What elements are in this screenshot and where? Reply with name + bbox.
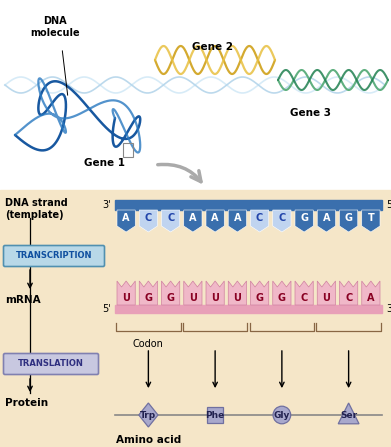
- Text: A: A: [212, 213, 219, 223]
- Text: U: U: [323, 293, 330, 303]
- Text: Gene 1: Gene 1: [84, 158, 126, 168]
- Text: C: C: [145, 213, 152, 223]
- Text: TRANSLATION: TRANSLATION: [18, 359, 84, 368]
- Text: G: G: [256, 293, 264, 303]
- Text: TRANSCRIPTION: TRANSCRIPTION: [16, 252, 92, 261]
- Polygon shape: [317, 281, 335, 305]
- Text: C: C: [278, 213, 285, 223]
- Polygon shape: [228, 281, 246, 305]
- Polygon shape: [184, 210, 202, 232]
- Polygon shape: [339, 210, 358, 232]
- Text: Gene 2: Gene 2: [192, 42, 233, 52]
- Text: Gene 3: Gene 3: [289, 108, 330, 118]
- Text: Ser: Ser: [340, 410, 357, 419]
- Text: Gly: Gly: [274, 410, 290, 419]
- Text: C: C: [301, 293, 308, 303]
- Polygon shape: [273, 210, 291, 232]
- Text: C: C: [345, 293, 352, 303]
- Polygon shape: [161, 281, 180, 305]
- Polygon shape: [139, 281, 158, 305]
- Polygon shape: [251, 210, 269, 232]
- Text: DNA
molecule: DNA molecule: [30, 17, 80, 38]
- Polygon shape: [161, 210, 180, 232]
- Text: 5': 5': [386, 200, 391, 210]
- Text: 5': 5': [102, 304, 111, 314]
- Polygon shape: [317, 210, 335, 232]
- Text: U: U: [211, 293, 219, 303]
- Text: DNA strand
(template): DNA strand (template): [5, 198, 68, 220]
- Bar: [0, 0, 391, 190]
- Polygon shape: [117, 281, 135, 305]
- Polygon shape: [228, 210, 246, 232]
- Text: Trp: Trp: [140, 410, 156, 419]
- Polygon shape: [338, 403, 359, 424]
- Text: U: U: [233, 293, 241, 303]
- Text: G: G: [278, 293, 286, 303]
- Polygon shape: [139, 403, 158, 427]
- Bar: [123, 143, 133, 157]
- Text: G: G: [144, 293, 152, 303]
- Text: A: A: [189, 213, 197, 223]
- Text: 3': 3': [102, 200, 111, 210]
- Polygon shape: [139, 210, 158, 232]
- Bar: [115, 200, 382, 210]
- Polygon shape: [362, 210, 380, 232]
- Bar: [0, 190, 391, 447]
- Circle shape: [273, 406, 291, 424]
- Text: C: C: [256, 213, 263, 223]
- Text: Protein: Protein: [5, 398, 48, 408]
- Bar: [207, 407, 223, 423]
- Text: U: U: [122, 293, 130, 303]
- Text: A: A: [323, 213, 330, 223]
- Text: T: T: [368, 213, 374, 223]
- FancyArrowPatch shape: [158, 164, 201, 181]
- Text: mRNA: mRNA: [5, 295, 41, 305]
- Polygon shape: [362, 281, 380, 305]
- Text: G: G: [167, 293, 175, 303]
- Text: A: A: [234, 213, 241, 223]
- Text: G: G: [344, 213, 353, 223]
- Text: G: G: [300, 213, 308, 223]
- Bar: [115, 305, 382, 313]
- Polygon shape: [251, 281, 269, 305]
- Polygon shape: [295, 281, 313, 305]
- Text: Phe: Phe: [206, 410, 225, 419]
- Text: C: C: [167, 213, 174, 223]
- Polygon shape: [295, 210, 313, 232]
- Text: Codon: Codon: [133, 339, 164, 349]
- Polygon shape: [184, 281, 202, 305]
- Text: Amino acid: Amino acid: [116, 435, 181, 445]
- Polygon shape: [206, 210, 224, 232]
- Text: A: A: [367, 293, 375, 303]
- Text: U: U: [189, 293, 197, 303]
- Text: 3': 3': [386, 304, 391, 314]
- Polygon shape: [206, 281, 224, 305]
- Polygon shape: [339, 281, 358, 305]
- Polygon shape: [117, 210, 135, 232]
- Polygon shape: [273, 281, 291, 305]
- FancyBboxPatch shape: [4, 245, 104, 266]
- FancyBboxPatch shape: [4, 354, 99, 375]
- Text: A: A: [122, 213, 130, 223]
